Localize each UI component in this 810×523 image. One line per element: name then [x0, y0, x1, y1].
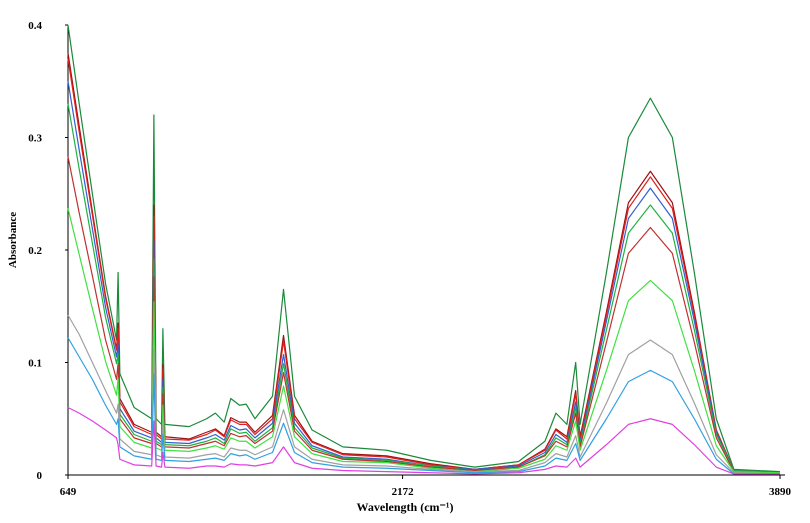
spectrum-line [67, 314, 781, 475]
spectrum-line [67, 53, 781, 474]
x-axis-label: Wavelength (cm⁻¹) [357, 500, 454, 514]
x-tick-label: 2172 [392, 486, 415, 498]
spectrum-line [67, 103, 781, 474]
y-tick-label: 0.1 [28, 358, 42, 370]
y-tick-label: 0.4 [28, 20, 42, 32]
spectrum-line [67, 24, 781, 473]
y-tick-label: 0 [37, 470, 43, 482]
spectrum-line [67, 406, 780, 475]
spectrum-line [67, 58, 781, 474]
spectrum-line [67, 337, 780, 475]
spectrum-line [67, 81, 781, 474]
y-tick-label: 0.3 [28, 133, 42, 145]
spectrum-line [67, 156, 781, 474]
y-tick-label: 0.2 [28, 245, 42, 257]
y-axis-label: Absorbance [7, 212, 19, 268]
x-tick-label: 3890 [769, 486, 792, 498]
x-tick-label: 649 [60, 486, 77, 498]
spectrum-line [67, 208, 781, 474]
